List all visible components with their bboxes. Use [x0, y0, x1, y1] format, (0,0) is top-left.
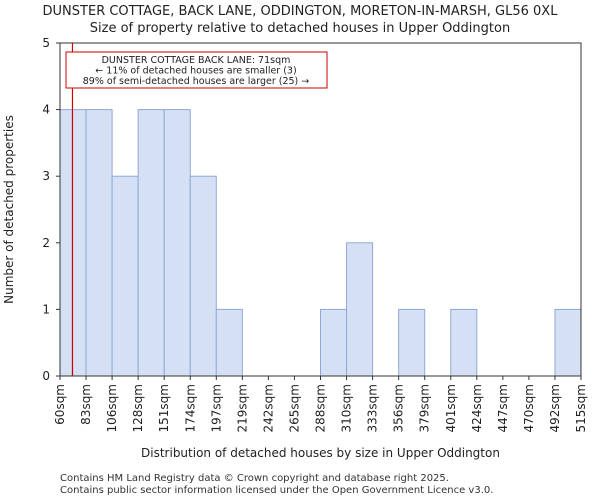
- x-tick-label-106sqm: 106sqm: [105, 384, 119, 432]
- footer-licence: Contains public sector information licen…: [60, 485, 494, 496]
- x-tick-label-128sqm: 128sqm: [131, 384, 145, 432]
- annotation-line-1: DUNSTER COTTAGE BACK LANE: 71sqm: [102, 55, 291, 66]
- bar-356sqm: [398, 308, 426, 377]
- x-tick-label-60sqm: 60sqm: [53, 384, 67, 425]
- x-tick-label-174sqm: 174sqm: [183, 384, 197, 432]
- bar-197sqm: [215, 308, 243, 377]
- x-tick-label-310sqm: 310sqm: [340, 384, 354, 432]
- y-tick-label-1: 1: [42, 302, 50, 316]
- x-tick-label-288sqm: 288sqm: [314, 384, 328, 432]
- bars-layer: [59, 109, 582, 377]
- x-tick-label-379sqm: 379sqm: [418, 384, 432, 432]
- x-tick-label-197sqm: 197sqm: [209, 384, 223, 432]
- x-tick-label-333sqm: 333sqm: [366, 384, 380, 432]
- x-axis-label: Distribution of detached houses by size …: [141, 446, 500, 460]
- x-tick-label-401sqm: 401sqm: [444, 384, 458, 432]
- bar-151sqm: [163, 109, 191, 377]
- annotation-line-3: 89% of semi-detached houses are larger (…: [83, 76, 310, 87]
- x-tick-label-219sqm: 219sqm: [235, 384, 249, 432]
- x-tick-label-356sqm: 356sqm: [392, 384, 406, 432]
- x-tick-label-470sqm: 470sqm: [522, 384, 536, 432]
- axes-layer: 0 1 2 3 4 5 60sqm 83sqm 106sqm 128sqm 151sqm 174sqm…: [2, 36, 588, 460]
- annotation-box: [65, 51, 328, 89]
- bar-128sqm: [137, 109, 165, 377]
- x-tick-label-265sqm: 265sqm: [287, 384, 301, 432]
- bar-174sqm: [189, 175, 217, 377]
- x-tick-label-242sqm: 242sqm: [261, 384, 275, 432]
- y-tick-label-4: 4: [42, 103, 50, 117]
- bar-83sqm: [85, 109, 113, 377]
- y-axis-label: Number of detached properties: [2, 115, 16, 304]
- bar-106sqm: [111, 175, 139, 377]
- bar-492sqm: [554, 308, 582, 377]
- x-tick-label-424sqm: 424sqm: [470, 384, 484, 432]
- bar-310sqm: [346, 242, 374, 377]
- x-tick-label-83sqm: 83sqm: [79, 384, 93, 425]
- x-tick-label-447sqm: 447sqm: [496, 384, 510, 432]
- bar-401sqm: [450, 308, 478, 377]
- bar-288sqm: [320, 308, 348, 377]
- x-tick-label-151sqm: 151sqm: [157, 384, 171, 432]
- x-tick-label-515sqm: 515sqm: [574, 384, 588, 432]
- y-tick-label-0: 0: [42, 369, 50, 383]
- annotation-layer: DUNSTER COTTAGE BACK LANE: 71sqm← 11% of…: [65, 43, 328, 376]
- footer-copyright: Contains HM Land Registry data © Crown c…: [60, 473, 449, 484]
- y-tick-label-3: 3: [42, 169, 50, 183]
- annotation-line-2: ← 11% of detached houses are smaller (3): [95, 66, 296, 77]
- chart-subtitle: Size of property relative to detached ho…: [89, 21, 511, 36]
- y-tick-label-5: 5: [42, 36, 50, 50]
- chart-title: DUNSTER COTTAGE, BACK LANE, ODDINGTON, M…: [42, 4, 558, 19]
- x-tick-label-492sqm: 492sqm: [548, 384, 562, 432]
- y-tick-label-2: 2: [42, 236, 50, 250]
